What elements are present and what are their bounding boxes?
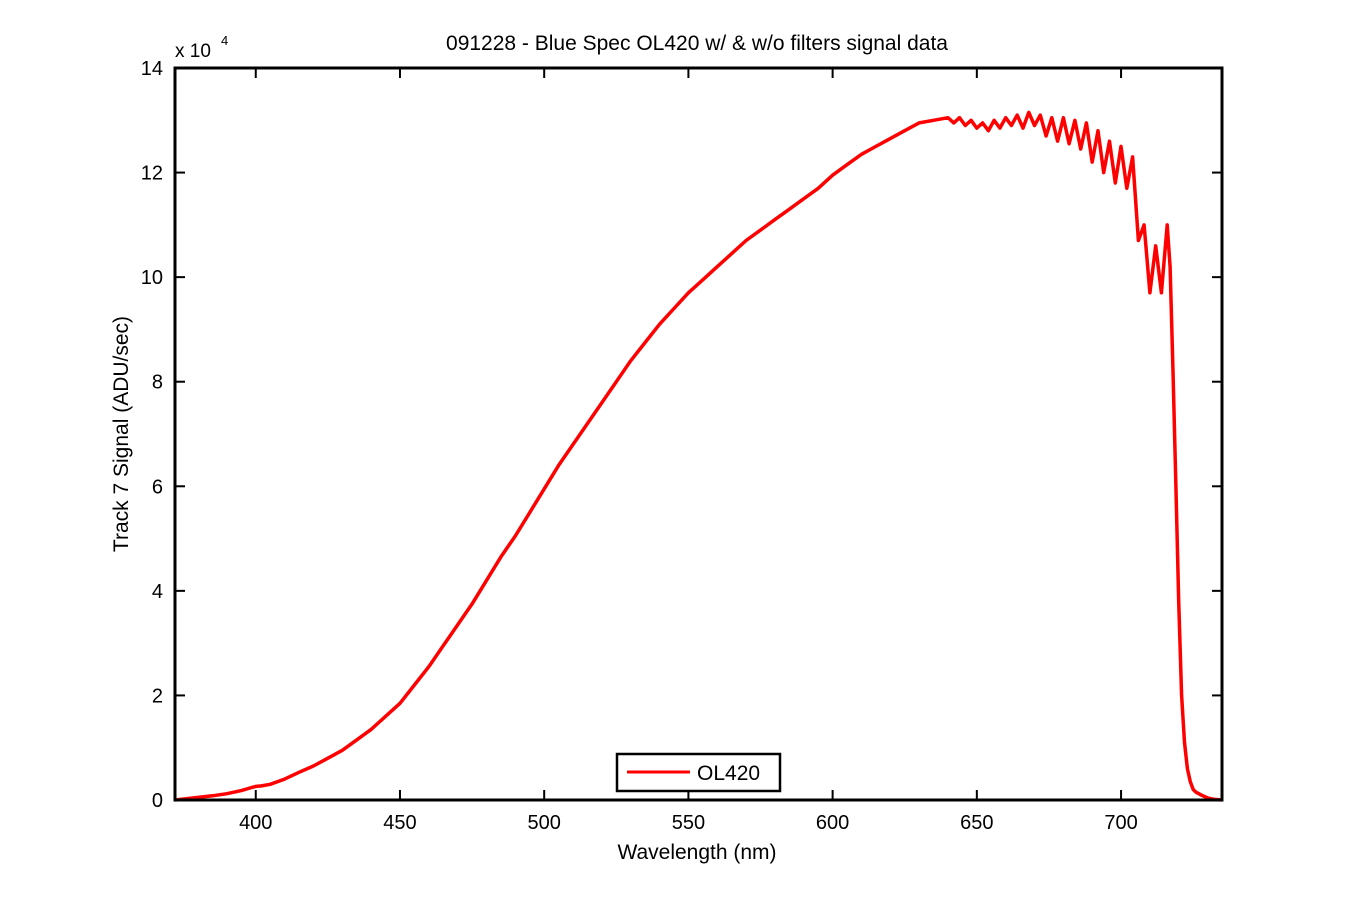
x-axis-label: Wavelength (nm) <box>617 841 776 864</box>
y-tick-label: 2 <box>152 685 163 707</box>
x-tick-label: 700 <box>1104 812 1137 834</box>
y-tick-label: 0 <box>152 790 163 812</box>
plot-area-frame <box>173 66 1224 802</box>
chart-marks: 400 450 500 550 600 650 700 0 2 4 6 8 10 12 14 <box>141 58 1223 834</box>
y-tick-label: 8 <box>152 372 163 394</box>
legend-label-ol420: OL420 <box>697 762 760 785</box>
x-tick-label: 400 <box>239 812 272 834</box>
x-tick-label: 550 <box>672 812 705 834</box>
x-tick-label: 500 <box>528 812 561 834</box>
y-tick-label: 4 <box>152 581 163 603</box>
chart-title: 091228 - Blue Spec OL420 w/ & w/o filter… <box>446 32 948 55</box>
y-tick-label: 14 <box>141 58 163 80</box>
x-tick-label: 600 <box>816 812 849 834</box>
legend: OL420 <box>615 752 782 793</box>
y-axis-multiplier-base: x 10 <box>175 41 211 62</box>
x-tick-label: 650 <box>960 812 993 834</box>
x-tick-label: 450 <box>383 812 416 834</box>
y-axis-multiplier-exponent: 4 <box>221 33 228 48</box>
y-tick-label: 6 <box>152 476 163 498</box>
y-axis-label: Track 7 Signal (ADU/sec) <box>110 316 133 552</box>
series-line-ol420 <box>174 110 1223 802</box>
y-axis-multiplier: x 10 4 <box>175 33 228 62</box>
y-tick-label: 12 <box>141 163 163 185</box>
y-tick-label: 10 <box>141 267 163 289</box>
